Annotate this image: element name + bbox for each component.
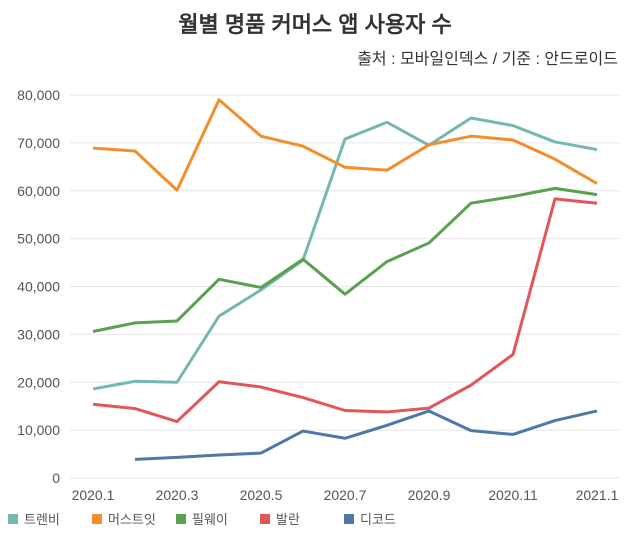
- legend-label: 머스트잇: [108, 512, 156, 527]
- x-tick-label: 2020.1: [72, 487, 115, 503]
- legend-label: 트렌비: [24, 512, 60, 527]
- series-line: [92, 116, 598, 391]
- legend-label: 디코드: [360, 512, 396, 527]
- x-tick-label: 2020.5: [240, 487, 283, 503]
- series-line: [134, 409, 598, 461]
- x-tick-label: 2020.3: [156, 487, 199, 503]
- x-tick-label: 2020.7: [324, 487, 367, 503]
- y-tick-label: 10,000: [17, 422, 60, 438]
- series-line: [92, 98, 598, 192]
- y-tick-label: 30,000: [17, 326, 60, 342]
- x-tick-label: 2021.1: [576, 487, 619, 503]
- chart-subtitle: 출처 : 모바일인덱스 / 기준 : 안드로이드: [357, 50, 618, 68]
- y-tick-label: 50,000: [17, 231, 60, 247]
- legend-label: 필웨이: [192, 512, 228, 527]
- y-tick-label: 70,000: [17, 135, 60, 151]
- legend-label: 발란: [276, 512, 300, 527]
- series-line: [92, 197, 598, 424]
- y-tick-label: 60,000: [17, 183, 60, 199]
- y-tick-label: 0: [52, 470, 60, 486]
- legend-swatch: [260, 514, 270, 524]
- x-tick-label: 2020.11: [488, 487, 538, 503]
- y-tick-label: 80,000: [17, 87, 60, 103]
- legend-swatch: [176, 514, 186, 524]
- legend-swatch: [92, 514, 102, 524]
- y-tick-label: 20,000: [17, 374, 60, 390]
- x-tick-label: 2020.9: [408, 487, 451, 503]
- y-tick-label: 40,000: [17, 279, 60, 295]
- legend-swatch: [8, 514, 18, 524]
- chart-title: 월별 명품 커머스 앱 사용자 수: [178, 12, 451, 37]
- series-line: [92, 186, 598, 333]
- legend-swatch: [344, 514, 354, 524]
